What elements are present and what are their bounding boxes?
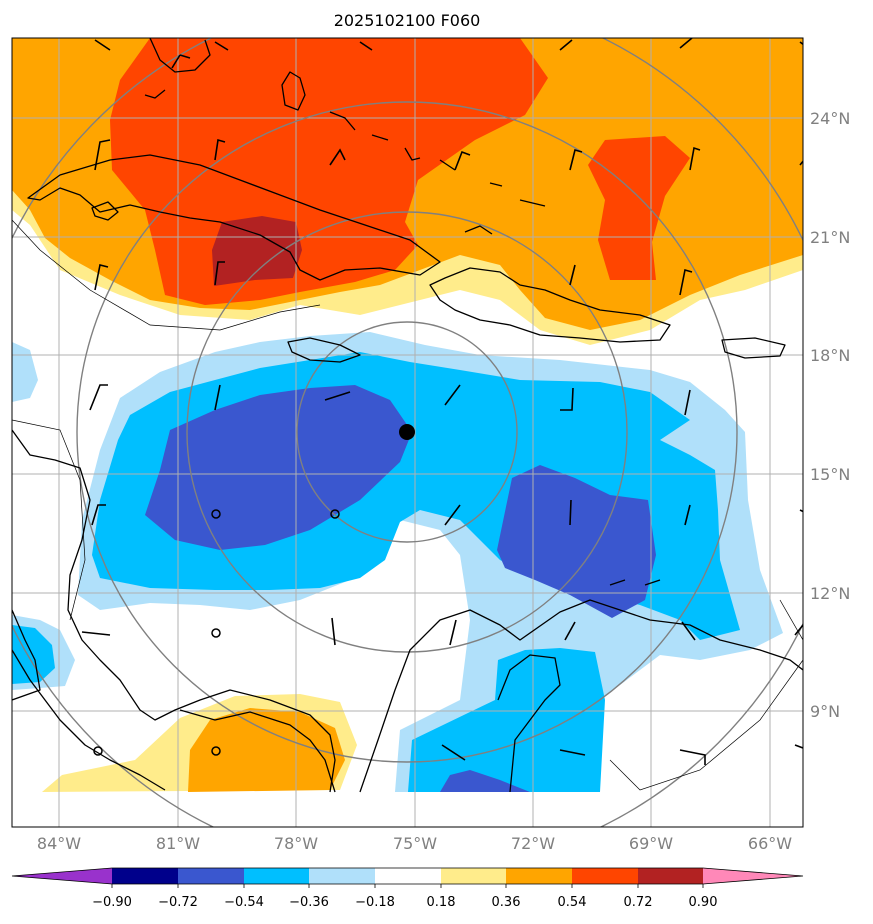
lat-label: 12°N	[810, 584, 850, 603]
colorbar-tick-label: −0.90	[92, 895, 132, 910]
contour-neg-054-e	[497, 465, 656, 618]
coast-hispaniola	[429, 267, 671, 343]
colorbar-segment	[572, 868, 638, 884]
positive-field	[12, 38, 803, 792]
range-ring-3	[76, 101, 738, 763]
colorbar-tick-label: 0.18	[427, 895, 456, 910]
lat-label: 15°N	[810, 465, 850, 484]
coast-central-america-2	[12, 649, 166, 791]
lon-label: 72°W	[511, 834, 555, 853]
contour-neg-036-se	[408, 648, 605, 792]
coast-curacao	[644, 579, 661, 586]
map-area	[12, 38, 803, 827]
colorbar-tick-label: −0.18	[355, 895, 395, 910]
thin-contours	[12, 219, 803, 791]
map-title: 2025102100 F060	[334, 11, 481, 30]
colorbar-tick-label: 0.54	[558, 895, 587, 910]
lon-label: 75°W	[393, 834, 437, 853]
colorbar-segment	[309, 868, 375, 884]
lon-label: 69°W	[629, 834, 673, 853]
calm-wind-circles	[93, 509, 340, 756]
lat-label: 24°N	[810, 109, 850, 128]
coast-aruba	[609, 579, 626, 586]
colorbar-under-arrow	[12, 868, 112, 884]
coast-central-america	[12, 429, 336, 793]
colorbar-tick-label: −0.54	[224, 895, 264, 910]
coast-isle-youth	[91, 201, 119, 221]
colorbar-segment	[244, 868, 309, 884]
colorbar-segment	[112, 868, 178, 884]
lat-lon-grid	[12, 38, 803, 827]
colorbar-tick-label: 0.36	[492, 895, 521, 910]
contour-neg-054-s	[440, 770, 530, 792]
colorbar-segment	[638, 868, 703, 884]
coast-venezuela-inner	[497, 654, 561, 793]
storm-center-marker	[399, 424, 415, 440]
coast-jamaica	[287, 337, 361, 363]
lon-label: 78°W	[274, 834, 318, 853]
latitude-labels: 24°N 21°N 18°N 15°N 12°N 9°N	[810, 109, 850, 721]
lat-label: 9°N	[810, 702, 840, 721]
coast-florida-keys	[144, 89, 166, 99]
range-ring-1	[296, 321, 518, 543]
coast-turks	[464, 225, 493, 235]
lat-label: 18°N	[810, 346, 850, 365]
colorbar-tick-label: 0.90	[689, 895, 718, 910]
coast-panama	[179, 709, 336, 793]
lon-label: 66°W	[748, 834, 792, 853]
coast-bahamas-7	[519, 199, 546, 207]
colorbar-ticks	[111, 884, 704, 888]
colorbar: −0.90 −0.72 −0.54 −0.36 −0.18 0.18 0.36 …	[11, 867, 804, 910]
map-frame	[11, 37, 804, 828]
negative-field	[12, 332, 783, 792]
colorbar-segment	[506, 868, 572, 884]
coastlines	[12, 38, 803, 793]
coast-bahamas-3	[371, 134, 389, 141]
coast-bahamas-5	[439, 159, 456, 171]
contour-pos-054-east	[588, 136, 690, 280]
colorbar-segment	[375, 868, 441, 884]
range-ring-2	[186, 211, 628, 653]
contour-pos-072	[212, 216, 302, 286]
coast-bahamas-2	[329, 111, 356, 131]
lat-label: 21°N	[810, 228, 850, 247]
lon-label: 81°W	[156, 834, 200, 853]
lon-label: 84°W	[37, 834, 81, 853]
colorbar-tick-label: 0.72	[624, 895, 653, 910]
coast-colombia	[359, 599, 803, 793]
wind-barbs	[81, 38, 803, 765]
coast-bahamas-4	[404, 147, 421, 161]
colorbar-segment	[441, 868, 506, 884]
coast-puerto-rico	[721, 337, 786, 359]
contour-pos-036-sw	[188, 708, 345, 792]
colorbar-tick-label: −0.72	[158, 895, 198, 910]
colorbar-tick-label: −0.36	[289, 895, 329, 910]
range-rings	[12, 38, 803, 827]
colorbar-segment	[178, 868, 244, 884]
coast-bahamas-6	[489, 182, 503, 187]
colorbar-over-arrow	[703, 868, 803, 884]
contour-neg-018-w1	[12, 342, 38, 402]
coast-cuba	[27, 154, 441, 281]
longitude-labels: 84°W 81°W 78°W 75°W 72°W 69°W 66°W	[37, 834, 792, 853]
contour-neg-036-w2	[12, 625, 55, 684]
contour-neg-054-w	[145, 385, 412, 550]
coast-bahamas-1	[281, 71, 306, 111]
coast-florida	[149, 38, 211, 73]
coast-west-chunk	[12, 609, 41, 701]
